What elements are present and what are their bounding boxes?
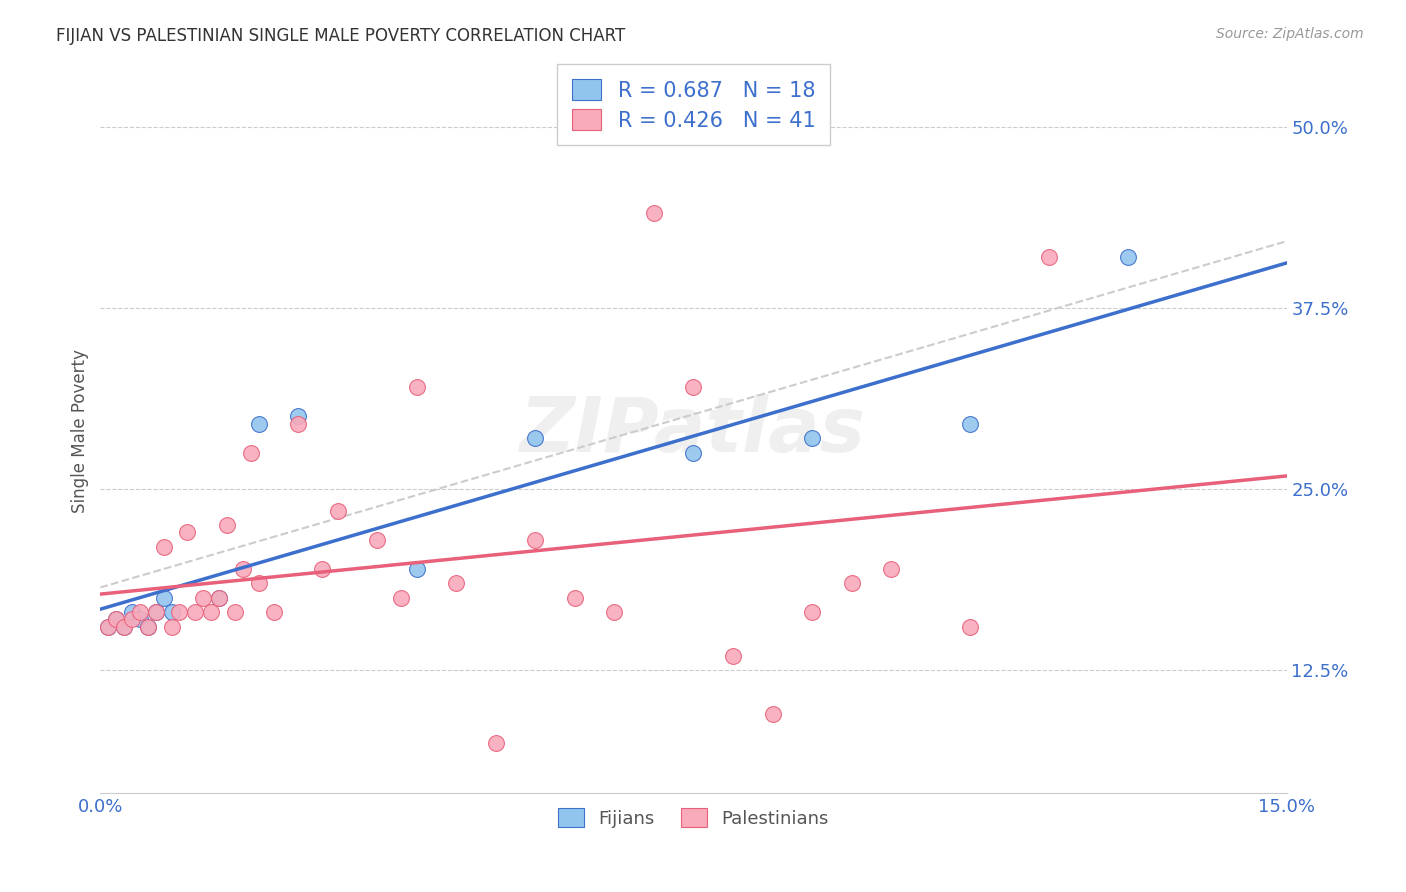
Point	[145, 605, 167, 619]
Point	[721, 648, 744, 663]
Point	[643, 206, 665, 220]
Point	[128, 612, 150, 626]
Point	[208, 591, 231, 605]
Point	[200, 605, 222, 619]
Point	[389, 591, 412, 605]
Point	[682, 445, 704, 459]
Point	[564, 591, 586, 605]
Point	[682, 380, 704, 394]
Point	[97, 620, 120, 634]
Point	[761, 706, 783, 721]
Point	[191, 591, 214, 605]
Point	[263, 605, 285, 619]
Point	[232, 562, 254, 576]
Point	[485, 736, 508, 750]
Point	[112, 620, 135, 634]
Point	[287, 409, 309, 424]
Point	[405, 562, 427, 576]
Point	[524, 533, 547, 547]
Point	[169, 605, 191, 619]
Point	[152, 591, 174, 605]
Point	[112, 620, 135, 634]
Point	[247, 576, 270, 591]
Point	[326, 503, 349, 517]
Point	[1038, 250, 1060, 264]
Point	[97, 620, 120, 634]
Point	[239, 445, 262, 459]
Point	[128, 605, 150, 619]
Point	[136, 620, 159, 634]
Point	[247, 417, 270, 431]
Legend: Fijians, Palestinians: Fijians, Palestinians	[551, 801, 835, 835]
Point	[311, 562, 333, 576]
Point	[208, 591, 231, 605]
Point	[215, 518, 238, 533]
Point	[184, 605, 207, 619]
Point	[801, 431, 824, 445]
Point	[136, 620, 159, 634]
Point	[366, 533, 388, 547]
Point	[105, 612, 128, 626]
Point	[145, 605, 167, 619]
Point	[160, 605, 183, 619]
Point	[959, 620, 981, 634]
Point	[405, 380, 427, 394]
Point	[105, 612, 128, 626]
Point	[152, 540, 174, 554]
Point	[444, 576, 467, 591]
Point	[801, 605, 824, 619]
Text: FIJIAN VS PALESTINIAN SINGLE MALE POVERTY CORRELATION CHART: FIJIAN VS PALESTINIAN SINGLE MALE POVERT…	[56, 27, 626, 45]
Text: Source: ZipAtlas.com: Source: ZipAtlas.com	[1216, 27, 1364, 41]
Point	[160, 620, 183, 634]
Y-axis label: Single Male Poverty: Single Male Poverty	[72, 349, 89, 513]
Point	[1118, 250, 1140, 264]
Point	[841, 576, 863, 591]
Point	[121, 605, 143, 619]
Point	[524, 431, 547, 445]
Point	[959, 417, 981, 431]
Point	[224, 605, 246, 619]
Point	[176, 525, 198, 540]
Text: ZIPatlas: ZIPatlas	[520, 394, 866, 468]
Point	[880, 562, 903, 576]
Point	[287, 417, 309, 431]
Point	[603, 605, 626, 619]
Point	[121, 612, 143, 626]
